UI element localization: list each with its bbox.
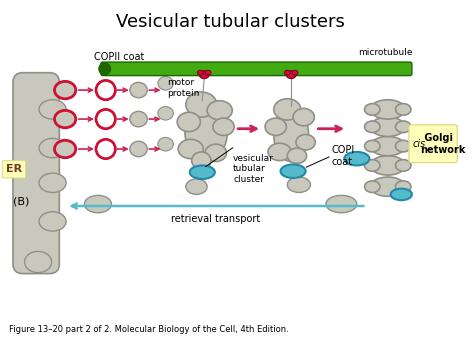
Ellipse shape <box>39 212 66 231</box>
FancyBboxPatch shape <box>13 73 59 274</box>
Ellipse shape <box>365 104 380 115</box>
Ellipse shape <box>344 152 369 165</box>
Ellipse shape <box>158 77 173 90</box>
Ellipse shape <box>130 82 147 98</box>
Ellipse shape <box>39 100 66 119</box>
Ellipse shape <box>395 104 411 115</box>
Text: Vesicular tubular clusters: Vesicular tubular clusters <box>116 13 345 31</box>
Ellipse shape <box>178 140 203 159</box>
Ellipse shape <box>25 251 52 273</box>
Ellipse shape <box>177 112 201 132</box>
Ellipse shape <box>370 177 405 196</box>
Ellipse shape <box>207 101 232 120</box>
Text: Figure 13–20 part 2 of 2. Molecular Biology of the Cell, 4th Edition.: Figure 13–20 part 2 of 2. Molecular Biol… <box>9 325 289 334</box>
Ellipse shape <box>205 70 211 75</box>
Text: COPII coat: COPII coat <box>94 52 145 62</box>
Text: motor
protein: motor protein <box>167 78 200 98</box>
Circle shape <box>99 63 110 75</box>
Ellipse shape <box>84 195 111 213</box>
Ellipse shape <box>186 179 207 195</box>
Ellipse shape <box>130 111 147 127</box>
Ellipse shape <box>395 160 411 171</box>
Ellipse shape <box>326 195 357 213</box>
Ellipse shape <box>213 118 234 136</box>
Text: COPI
coat: COPI coat <box>332 145 355 166</box>
Ellipse shape <box>296 135 315 150</box>
Text: vesicular
tubular
cluster: vesicular tubular cluster <box>233 154 274 184</box>
Text: microtubule: microtubule <box>358 48 413 57</box>
Ellipse shape <box>265 118 286 136</box>
Ellipse shape <box>185 103 228 160</box>
Text: (B): (B) <box>13 196 29 206</box>
Ellipse shape <box>130 141 147 157</box>
Ellipse shape <box>395 140 411 152</box>
Circle shape <box>96 81 115 100</box>
Ellipse shape <box>205 144 227 162</box>
Ellipse shape <box>158 106 173 120</box>
Ellipse shape <box>286 71 296 78</box>
FancyBboxPatch shape <box>101 62 412 76</box>
Text: retrieval transport: retrieval transport <box>171 214 260 224</box>
Ellipse shape <box>365 181 380 192</box>
FancyBboxPatch shape <box>409 125 457 163</box>
Ellipse shape <box>55 110 76 128</box>
Ellipse shape <box>274 108 309 162</box>
Ellipse shape <box>287 177 310 192</box>
Ellipse shape <box>274 99 301 120</box>
Ellipse shape <box>158 137 173 151</box>
Ellipse shape <box>281 164 306 178</box>
Ellipse shape <box>39 173 66 192</box>
Ellipse shape <box>287 148 307 164</box>
Ellipse shape <box>190 165 215 179</box>
Ellipse shape <box>370 136 405 156</box>
FancyBboxPatch shape <box>2 160 26 178</box>
Ellipse shape <box>365 140 380 152</box>
Ellipse shape <box>186 92 217 117</box>
Ellipse shape <box>284 70 290 75</box>
Text: Golgi
network: Golgi network <box>420 133 466 155</box>
Ellipse shape <box>370 100 405 119</box>
Ellipse shape <box>191 152 211 169</box>
Text: cis: cis <box>413 139 426 149</box>
Ellipse shape <box>292 70 298 75</box>
Ellipse shape <box>395 121 411 132</box>
Ellipse shape <box>370 156 405 175</box>
Ellipse shape <box>370 117 405 136</box>
Circle shape <box>96 109 115 129</box>
Ellipse shape <box>391 189 412 200</box>
Ellipse shape <box>365 160 380 171</box>
Ellipse shape <box>55 140 76 158</box>
Circle shape <box>96 140 115 159</box>
Ellipse shape <box>395 181 411 192</box>
Ellipse shape <box>55 81 76 99</box>
Ellipse shape <box>293 108 314 126</box>
Ellipse shape <box>268 143 291 160</box>
Ellipse shape <box>39 138 66 158</box>
Ellipse shape <box>365 121 380 132</box>
Text: ER: ER <box>6 164 22 174</box>
Ellipse shape <box>200 71 209 78</box>
Ellipse shape <box>198 70 203 75</box>
